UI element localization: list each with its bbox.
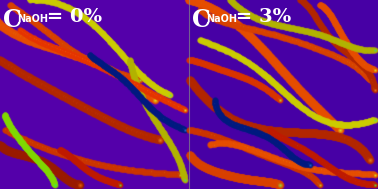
Text: = 3%: = 3%	[229, 8, 291, 26]
Text: NaOH: NaOH	[17, 14, 48, 24]
Text: C: C	[3, 8, 22, 32]
Text: C: C	[192, 8, 211, 32]
Text: NaOH: NaOH	[206, 14, 237, 24]
Text: = 0%: = 0%	[40, 8, 102, 26]
